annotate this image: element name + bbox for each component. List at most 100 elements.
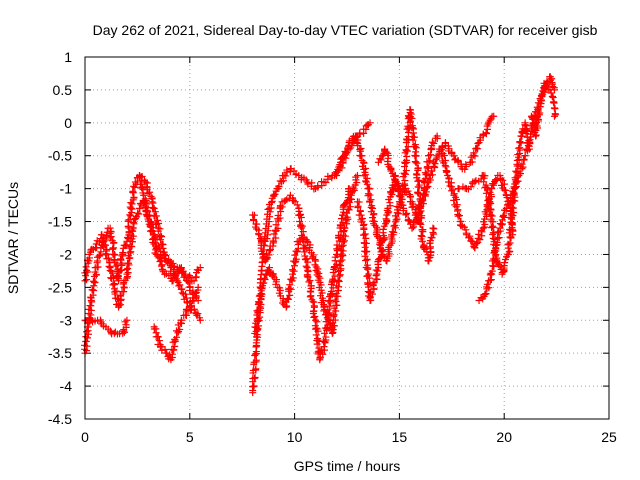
data-point [499,176,507,184]
data-point [417,214,425,222]
data-point [127,242,135,250]
data-point [493,176,501,184]
data-point [190,305,198,313]
data-point [275,183,283,191]
data-point [102,250,110,258]
data-point [421,192,429,200]
data-point [303,237,311,245]
data-point [99,233,107,241]
data-point [488,224,496,232]
data-point [324,315,332,323]
data-point [173,333,181,341]
data-point [251,373,259,381]
data-point [252,356,260,364]
data-point [263,271,271,279]
data-point [412,218,420,226]
data-point [114,272,122,280]
data-point [313,318,321,326]
data-point [551,112,559,120]
data-point [366,185,374,193]
data-point [440,152,448,160]
data-point [286,291,294,299]
data-point [477,294,485,302]
data-point [123,266,131,274]
data-point [129,232,137,240]
data-point [158,233,166,241]
data-point [334,276,342,284]
data-point [287,285,295,293]
data-point [170,269,178,277]
data-point [515,169,523,177]
data-point [356,146,364,154]
data-point [281,197,289,205]
data-point [536,103,544,111]
data-point [334,287,342,295]
series-arc-11 [374,106,438,265]
data-point [276,202,284,210]
data-point [441,162,449,170]
data-point [254,315,262,323]
data-point [333,241,341,249]
data-point [487,217,495,225]
data-point [298,224,306,232]
data-point [161,345,169,353]
data-point [283,302,291,310]
data-point [89,277,97,285]
data-point [402,211,410,219]
data-point [362,248,370,256]
y-tick-label: -4.5 [48,411,72,427]
data-point [327,288,335,296]
data-point [135,204,143,212]
data-point [107,233,115,241]
data-point [449,186,457,194]
data-point [401,177,409,185]
data-point [283,166,291,174]
data-point [331,296,339,304]
data-point [267,199,275,207]
data-point [111,251,119,259]
y-tick-label: -3 [60,312,73,328]
data-point [335,261,343,269]
data-point [135,210,143,218]
data-point [483,280,491,288]
data-point [450,152,458,160]
x-tick-labels: 0 5 10 15 20 25 [81,429,617,445]
data-point [132,214,140,222]
data-point [313,340,321,348]
data-point [509,188,517,196]
data-point [250,211,258,219]
data-point [274,212,282,220]
data-point [102,241,110,249]
data-point [540,88,548,96]
data-point [289,274,297,282]
data-point [103,245,111,253]
data-point [251,323,259,331]
data-point [140,198,148,206]
data-point [366,119,374,127]
data-point [82,263,90,271]
data-point [157,236,165,244]
data-point [293,201,301,209]
data-point [362,239,370,247]
data-point [356,207,364,215]
data-point [341,147,349,155]
y-tick-label: -4 [60,378,73,394]
data-point [346,203,354,211]
data-point [500,186,508,194]
data-point [103,255,111,263]
data-point [543,77,551,85]
data-point [350,186,358,194]
data-point [124,259,132,267]
data-point [501,259,509,267]
data-markers [81,73,559,397]
data-point [178,289,186,297]
data-point [340,237,348,245]
data-point [105,262,113,270]
data-point [453,196,461,204]
data-point [417,207,425,215]
data-point [297,213,305,221]
data-point [509,212,517,220]
data-point [462,163,470,171]
data-point [513,156,521,164]
data-point [365,274,373,282]
